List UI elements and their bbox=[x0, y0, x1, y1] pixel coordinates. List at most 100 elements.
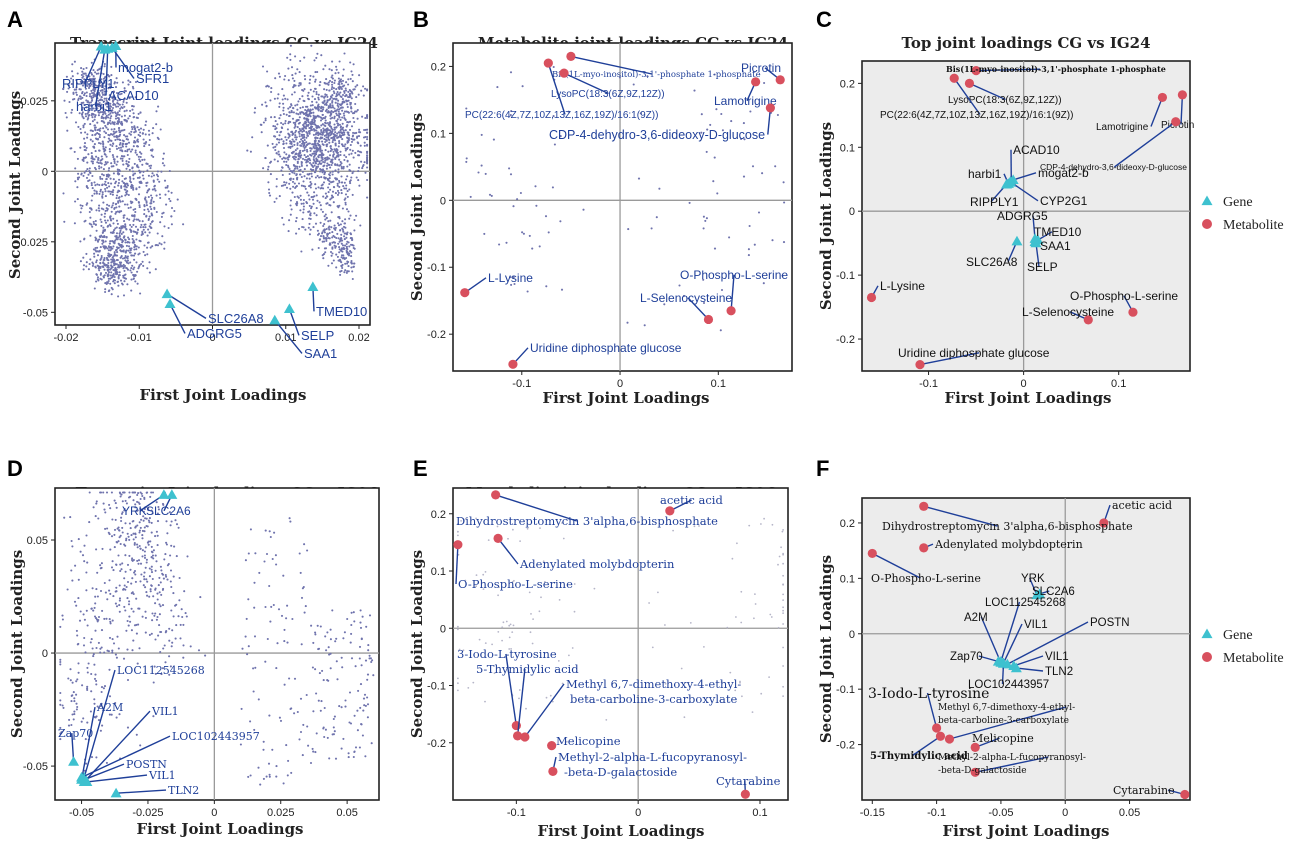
background-point bbox=[782, 553, 784, 556]
background-point bbox=[112, 222, 115, 225]
background-point bbox=[351, 149, 354, 152]
background-point bbox=[285, 142, 288, 145]
background-point bbox=[316, 174, 319, 177]
background-point bbox=[314, 668, 317, 671]
background-point bbox=[100, 162, 103, 165]
background-point bbox=[119, 249, 122, 252]
background-point bbox=[335, 68, 338, 71]
background-point bbox=[122, 214, 125, 217]
background-point bbox=[753, 243, 756, 246]
background-point bbox=[126, 153, 129, 157]
background-point bbox=[319, 204, 322, 207]
background-point bbox=[118, 584, 121, 587]
data-label: SELP bbox=[1027, 260, 1058, 274]
background-point bbox=[148, 215, 151, 218]
background-point bbox=[325, 108, 328, 111]
background-point bbox=[278, 716, 281, 719]
background-point bbox=[688, 201, 691, 204]
leader-line bbox=[169, 303, 186, 334]
background-point bbox=[315, 194, 318, 197]
background-point bbox=[782, 609, 784, 612]
background-point bbox=[332, 150, 335, 153]
background-point bbox=[307, 130, 310, 133]
background-point bbox=[107, 169, 110, 172]
background-point bbox=[67, 84, 70, 87]
panel-letter: A bbox=[7, 7, 23, 32]
background-point bbox=[343, 84, 346, 87]
background-point bbox=[267, 188, 271, 191]
background-point bbox=[331, 60, 334, 63]
data-label: Cytarabine bbox=[716, 774, 781, 788]
background-point bbox=[277, 72, 281, 75]
background-point bbox=[128, 251, 132, 254]
background-point bbox=[475, 585, 477, 588]
background-point bbox=[137, 623, 140, 626]
background-point bbox=[346, 231, 349, 234]
background-point bbox=[106, 266, 109, 269]
highlight-lysopc-18-3-6z-9z-12z: LysoPC(18:3(6Z,9Z,12Z)) bbox=[551, 68, 665, 100]
background-point bbox=[109, 102, 112, 105]
background-point bbox=[124, 609, 127, 612]
background-point bbox=[352, 246, 355, 250]
background-point bbox=[127, 603, 131, 606]
background-point bbox=[73, 713, 76, 716]
background-point bbox=[88, 92, 92, 96]
background-point bbox=[143, 578, 146, 581]
data-label: Bis(1L-myo-inositol)-3,1'-phosphate 1-ph… bbox=[552, 69, 761, 80]
background-point bbox=[700, 131, 703, 134]
background-point bbox=[348, 96, 351, 99]
background-point bbox=[154, 672, 157, 675]
background-point bbox=[333, 107, 336, 110]
data-label: Melicopine bbox=[556, 734, 621, 748]
background-point bbox=[113, 546, 116, 549]
background-point bbox=[457, 625, 459, 628]
background-point bbox=[305, 125, 308, 128]
background-point bbox=[151, 172, 154, 175]
background-point bbox=[330, 88, 333, 91]
metabolite-marker bbox=[566, 51, 576, 61]
background-point bbox=[291, 133, 294, 137]
background-point bbox=[100, 78, 103, 81]
background-point bbox=[341, 181, 344, 184]
background-point bbox=[85, 261, 88, 264]
background-point bbox=[116, 116, 119, 120]
background-point bbox=[131, 234, 134, 238]
background-point bbox=[324, 82, 327, 85]
background-point bbox=[110, 276, 113, 279]
background-point bbox=[61, 614, 64, 617]
background-point bbox=[344, 269, 347, 272]
background-point bbox=[303, 56, 306, 59]
data-label: L-Lysine bbox=[488, 271, 533, 285]
background-point bbox=[309, 149, 312, 152]
background-point bbox=[464, 517, 467, 520]
background-point bbox=[552, 115, 555, 118]
background-point bbox=[114, 203, 117, 206]
panel-title: Top joint loadings CG vs IG24 bbox=[901, 34, 1150, 52]
highlight-bis-1l-myo-inositol-3-1-phosphate-1-phosphate: Bis(1L-myo-inositol)-3,1'-phosphate 1-ph… bbox=[946, 64, 1166, 76]
background-point bbox=[113, 528, 117, 531]
y-tick-label: 0 bbox=[849, 206, 855, 218]
background-point bbox=[92, 609, 95, 612]
background-point bbox=[111, 638, 114, 641]
background-point bbox=[321, 183, 324, 186]
background-point bbox=[107, 249, 110, 252]
background-point bbox=[164, 193, 167, 196]
background-point bbox=[103, 97, 106, 100]
background-point bbox=[106, 203, 109, 206]
background-point bbox=[526, 527, 529, 530]
background-point bbox=[148, 231, 151, 234]
background-point bbox=[469, 195, 472, 198]
background-point bbox=[98, 165, 101, 168]
background-point bbox=[278, 153, 281, 156]
background-point bbox=[345, 256, 348, 260]
background-point bbox=[299, 571, 302, 574]
highlight-slc2a6: SLC2A6 bbox=[146, 489, 191, 518]
background-point bbox=[177, 615, 180, 618]
background-point bbox=[104, 527, 107, 530]
background-point bbox=[127, 206, 130, 210]
background-point bbox=[156, 178, 159, 181]
background-point bbox=[331, 190, 335, 193]
background-point bbox=[170, 223, 173, 226]
background-point bbox=[342, 131, 345, 134]
